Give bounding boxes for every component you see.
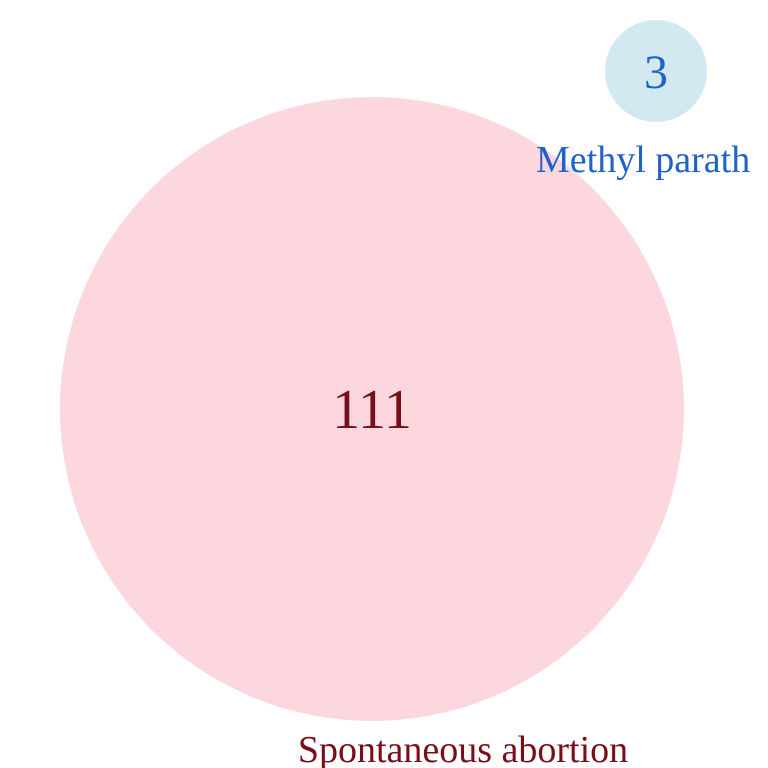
spontaneous-abortion-circle — [60, 97, 684, 721]
methyl-parath-count: 3 — [644, 46, 668, 99]
methyl-parath-circle — [605, 20, 707, 122]
spontaneous-abortion-count: 111 — [332, 379, 412, 441]
methyl-parath-label: Methyl parath — [536, 139, 750, 181]
spontaneous-abortion-label: Spontaneous abortion — [298, 729, 628, 768]
